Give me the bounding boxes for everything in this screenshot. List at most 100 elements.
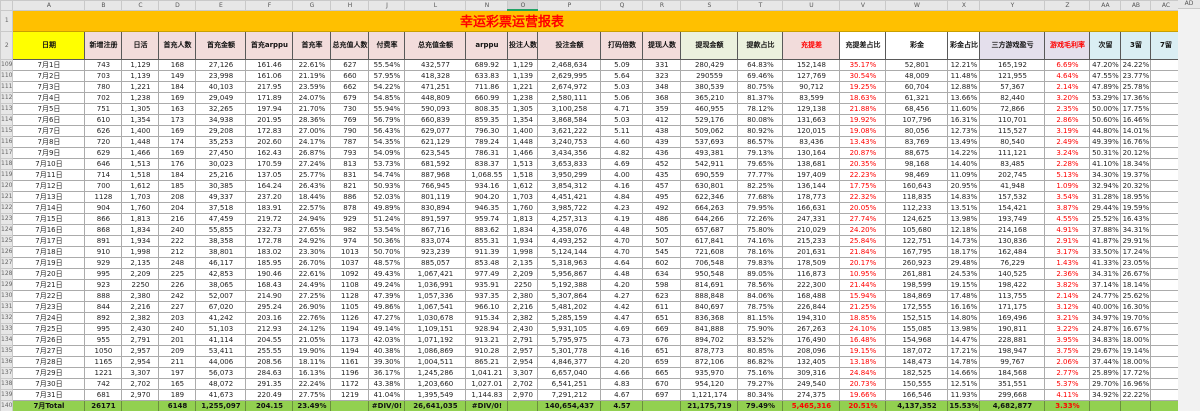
cell[interactable]: 769 — [330, 113, 370, 126]
row-number[interactable]: 129 — [0, 278, 14, 291]
cell[interactable]: 23.77% — [1120, 69, 1152, 82]
cell[interactable]: 75.90% — [737, 322, 784, 335]
cell[interactable] — [1150, 234, 1182, 247]
cell[interactable]: 25.62% — [1120, 289, 1152, 302]
cell[interactable]: 4.69 — [600, 322, 644, 335]
cell[interactable]: 79.83% — [737, 256, 784, 269]
cell[interactable]: 67,020 — [195, 300, 247, 313]
cell[interactable]: 5.06 — [600, 91, 644, 104]
cell[interactable]: 1161 — [330, 355, 370, 368]
cell[interactable]: 261,881 — [885, 267, 949, 280]
cell[interactable]: 928.94 — [465, 322, 509, 335]
cell[interactable]: 4,493,252 — [537, 234, 602, 247]
cell[interactable]: 37,518 — [195, 201, 247, 214]
cell[interactable]: 1,305 — [507, 102, 539, 115]
cell[interactable]: 116,873 — [782, 267, 841, 280]
cell[interactable]: 18.34% — [1120, 157, 1152, 170]
cell[interactable]: 260,923 — [885, 256, 949, 269]
cell[interactable]: 660 — [330, 69, 370, 82]
row-number[interactable]: 125 — [0, 234, 14, 247]
cell[interactable]: 22.23% — [839, 168, 887, 181]
cell[interactable]: 4.66 — [600, 366, 644, 379]
cell[interactable]: 22.76% — [292, 311, 332, 324]
cell[interactable]: 7月18日 — [12, 245, 86, 258]
cell[interactable]: 291.35 — [245, 377, 294, 390]
cell[interactable]: 3,868,584 — [537, 113, 602, 126]
column-header-21[interactable]: 三方游戏盈亏 — [979, 30, 1046, 60]
cell[interactable]: 3,307 — [121, 366, 160, 379]
cell[interactable]: 2,380 — [121, 289, 160, 302]
cell[interactable]: 622,346 — [680, 190, 739, 203]
cell[interactable]: 50.31% — [1089, 146, 1122, 159]
cell[interactable]: 88,675 — [885, 146, 949, 159]
cell[interactable]: 75.80% — [737, 223, 784, 236]
cell[interactable]: 22.22% — [1120, 388, 1152, 401]
column-letter[interactable]: S — [680, 0, 739, 11]
cell[interactable]: 766,945 — [404, 179, 467, 192]
cell[interactable]: 17.36% — [1120, 91, 1152, 104]
cell[interactable]: 193,749 — [979, 212, 1046, 225]
cell[interactable]: 47.20% — [1089, 58, 1122, 71]
cell[interactable]: 172,555 — [885, 300, 949, 313]
cell[interactable]: 1,036,991 — [404, 278, 467, 291]
cell[interactable]: 16.13% — [292, 366, 332, 379]
cell[interactable]: 937.35 — [465, 289, 509, 302]
cell[interactable]: 1,354 — [121, 113, 160, 126]
cell[interactable]: 83,599 — [782, 91, 841, 104]
cell[interactable]: 23,998 — [195, 69, 247, 82]
cell[interactable]: 2250 — [507, 278, 539, 291]
cell[interactable]: 201.95 — [245, 113, 294, 126]
cell[interactable]: 202,745 — [979, 168, 1046, 181]
cell[interactable]: 49.86% — [368, 300, 406, 313]
cell[interactable]: 51.24% — [368, 212, 406, 225]
cell[interactable]: 4.82 — [600, 146, 644, 159]
cell[interactable]: 77.77% — [737, 168, 784, 181]
cell[interactable]: 4.70 — [600, 245, 644, 258]
cell[interactable]: 204.15 — [245, 399, 294, 411]
cell[interactable]: 4.57 — [600, 399, 644, 411]
cell[interactable]: 5.03 — [600, 80, 644, 93]
cell[interactable]: 55,855 — [195, 223, 247, 236]
cell[interactable]: 3.54% — [1044, 190, 1091, 203]
cell[interactable]: 19.15% — [839, 344, 887, 357]
cell[interactable]: 3.19% — [1044, 124, 1091, 137]
cell[interactable]: 19.14% — [1120, 344, 1152, 357]
cell[interactable]: 209 — [158, 344, 197, 357]
cell[interactable]: 859.35 — [465, 113, 509, 126]
cell[interactable]: 148,473 — [885, 355, 949, 368]
cell[interactable]: 669 — [642, 322, 682, 335]
cell[interactable]: 2,209 — [507, 267, 539, 280]
cell[interactable]: 149 — [158, 69, 197, 82]
cell[interactable]: 150,555 — [885, 377, 949, 390]
cell[interactable]: 19.25% — [839, 80, 887, 93]
column-header-9[interactable]: 总充值金额 — [404, 30, 467, 60]
cell[interactable]: 2,674,972 — [537, 80, 602, 93]
cell[interactable]: 4.11% — [1044, 388, 1091, 401]
cell[interactable]: 162.43 — [245, 146, 294, 159]
cell[interactable]: 16.76% — [1120, 135, 1152, 148]
cell[interactable]: 83.52% — [737, 333, 784, 346]
cell[interactable]: 171.89 — [245, 91, 294, 104]
cell[interactable]: 136,144 — [782, 179, 841, 192]
cell[interactable]: 1,703 — [507, 190, 539, 203]
cell[interactable]: 662 — [330, 80, 370, 93]
cell[interactable]: 26.70% — [292, 256, 332, 269]
row-number[interactable]: 118 — [0, 157, 14, 170]
cell[interactable]: 299,668 — [979, 388, 1046, 401]
cell[interactable]: 813 — [330, 157, 370, 170]
cell[interactable]: 240 — [158, 322, 197, 335]
cell[interactable]: 1,067,541 — [404, 300, 467, 313]
cell[interactable]: 25,216 — [195, 168, 247, 181]
cell[interactable]: 165 — [158, 377, 197, 390]
cell[interactable]: 1,513 — [121, 157, 160, 170]
cell[interactable]: 790 — [330, 124, 370, 137]
cell[interactable]: 17.72% — [1120, 366, 1152, 379]
cell[interactable]: 982 — [330, 223, 370, 236]
cell[interactable]: 7月Total — [12, 399, 86, 411]
cell[interactable]: 37.88% — [1089, 223, 1122, 236]
cell[interactable]: 1105 — [330, 300, 370, 313]
cell[interactable] — [1150, 377, 1182, 390]
cell[interactable]: 904.20 — [465, 190, 509, 203]
cell[interactable]: 681,592 — [404, 157, 467, 170]
cell[interactable] — [1150, 58, 1182, 71]
